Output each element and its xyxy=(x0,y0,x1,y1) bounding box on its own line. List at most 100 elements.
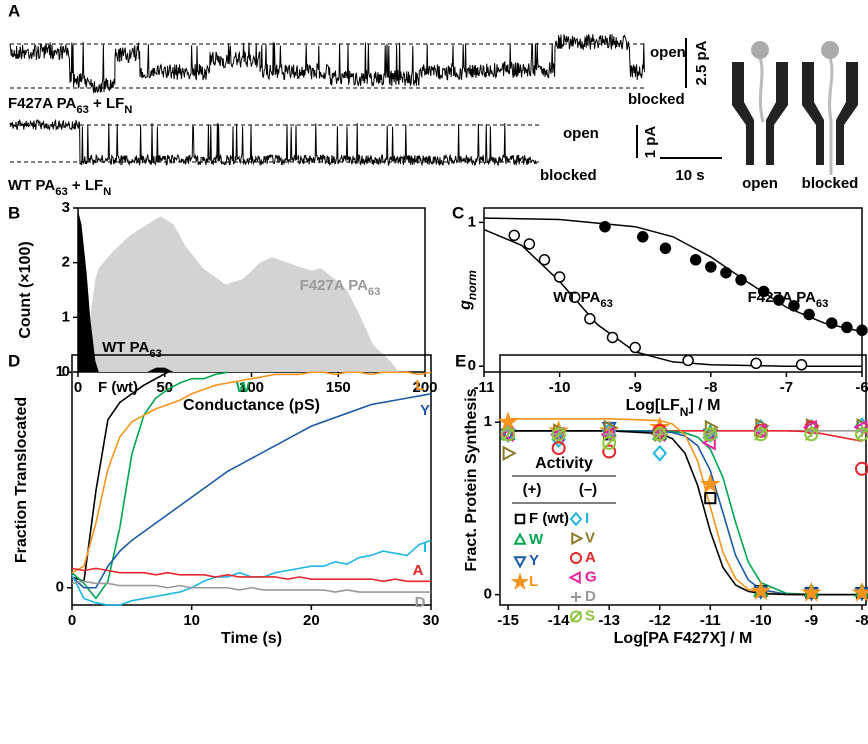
x-tick-label: -13 xyxy=(598,612,620,629)
series-label: F427A PA63 xyxy=(300,277,381,298)
data-point xyxy=(523,238,536,250)
line xyxy=(71,371,432,574)
y-axis-label: Count (×100) xyxy=(17,241,34,338)
data-point xyxy=(753,427,768,442)
data-point xyxy=(803,308,815,321)
x-axis-label-part: N xyxy=(680,405,689,419)
panel-label: B xyxy=(8,203,20,222)
x-tick-label: 50 xyxy=(156,379,173,396)
data-point xyxy=(720,267,732,279)
plot-frame xyxy=(71,354,432,606)
series-label: D xyxy=(415,594,426,611)
x-tick-label: -12 xyxy=(649,612,671,629)
series-label: WT PA63 xyxy=(102,339,162,360)
panel-label: C xyxy=(452,203,464,222)
data-point xyxy=(508,229,520,242)
data-point xyxy=(841,321,853,334)
channel-wall xyxy=(766,62,788,165)
plot-frame xyxy=(483,207,863,373)
trace-label-part: F427A PA xyxy=(8,95,77,112)
data-point xyxy=(699,473,721,494)
y-axis-label-part: norm xyxy=(465,270,479,300)
series-label: F (wt) xyxy=(98,379,138,396)
data-point xyxy=(703,427,718,442)
panel-label: A xyxy=(8,1,20,20)
blocked-label: blocked xyxy=(628,91,685,108)
legend-group: (+) xyxy=(523,481,542,498)
legend-label: L xyxy=(529,573,538,590)
trace-label-part: N xyxy=(124,104,132,116)
panel-label: D xyxy=(8,351,20,370)
x-tick-label: -7 xyxy=(780,379,793,396)
legend-marker xyxy=(513,532,527,545)
y-tick-label: 3 xyxy=(62,199,70,216)
data-point xyxy=(502,445,517,461)
legend-label: S xyxy=(585,607,595,624)
trace-label-part: WT PA xyxy=(8,177,55,194)
data-point xyxy=(602,435,617,450)
y-tick-label: 1 xyxy=(468,213,476,230)
y-axis-label: Fract. Protein Synthesis xyxy=(463,388,480,571)
data-point xyxy=(800,581,822,602)
data-point xyxy=(568,291,581,303)
data-point xyxy=(553,271,566,283)
series-label-part: F427A PA xyxy=(748,289,817,306)
area xyxy=(78,216,425,372)
data-point xyxy=(750,357,762,370)
lf-head xyxy=(821,41,839,59)
line xyxy=(71,580,431,593)
series-label-part: F427A PA xyxy=(300,277,369,294)
x-tick-label: -14 xyxy=(548,612,570,629)
series-label: A xyxy=(413,562,424,579)
legend-label: I xyxy=(585,510,589,527)
plot-frame xyxy=(499,354,867,606)
data-point xyxy=(682,354,694,367)
series-label: F427A PA63 xyxy=(748,289,829,310)
data-point xyxy=(804,420,819,435)
data-point xyxy=(826,317,838,329)
y-tick-label: 0 xyxy=(62,363,70,380)
x-axis-label: Log[PA F427X] / M xyxy=(614,630,753,647)
data-point xyxy=(704,419,720,436)
x-axis-label-part: Log[LF xyxy=(626,397,680,414)
data-point xyxy=(606,331,619,344)
x-tick-label: -11 xyxy=(700,612,721,629)
current-scale-label: 2.5 pA xyxy=(693,40,710,85)
legend-marker xyxy=(570,610,583,623)
data-point xyxy=(689,254,702,266)
blocked-label: blocked xyxy=(540,167,597,184)
series-label: WT PA63 xyxy=(553,289,613,310)
trace-label-part: + LF xyxy=(89,95,124,112)
y-tick-label: 0 xyxy=(468,357,476,374)
x-tick-label: 10 xyxy=(183,612,200,629)
data-point xyxy=(551,441,566,456)
data-point xyxy=(501,427,516,442)
series-label-part: 63 xyxy=(600,298,613,310)
x-tick-label: -11 xyxy=(474,379,495,396)
data-point xyxy=(704,492,717,505)
current-scale-label: 1 pA xyxy=(642,126,659,159)
data-point xyxy=(851,581,868,602)
legend-label: Y xyxy=(529,552,539,569)
lf-strand xyxy=(828,57,834,175)
series-label: L xyxy=(415,377,424,394)
legend-label: A xyxy=(585,549,596,566)
x-tick-label: 0 xyxy=(68,612,76,629)
trace-label-part: + LF xyxy=(68,177,103,194)
data-point xyxy=(551,427,566,442)
line xyxy=(71,371,228,600)
legend-label: G xyxy=(585,568,597,585)
channel-blocked-icon xyxy=(802,41,858,175)
lf-head xyxy=(751,41,769,59)
state-label: open xyxy=(742,175,778,192)
data-point xyxy=(757,285,770,298)
state-label: blocked xyxy=(802,175,859,192)
open-label: open xyxy=(650,44,686,61)
line xyxy=(71,567,431,583)
time-scale-label: 10 s xyxy=(675,167,704,184)
series-label-part: WT PA xyxy=(553,289,600,306)
x-tick-label: 30 xyxy=(423,612,440,629)
legend-label: F (wt) xyxy=(529,510,569,527)
